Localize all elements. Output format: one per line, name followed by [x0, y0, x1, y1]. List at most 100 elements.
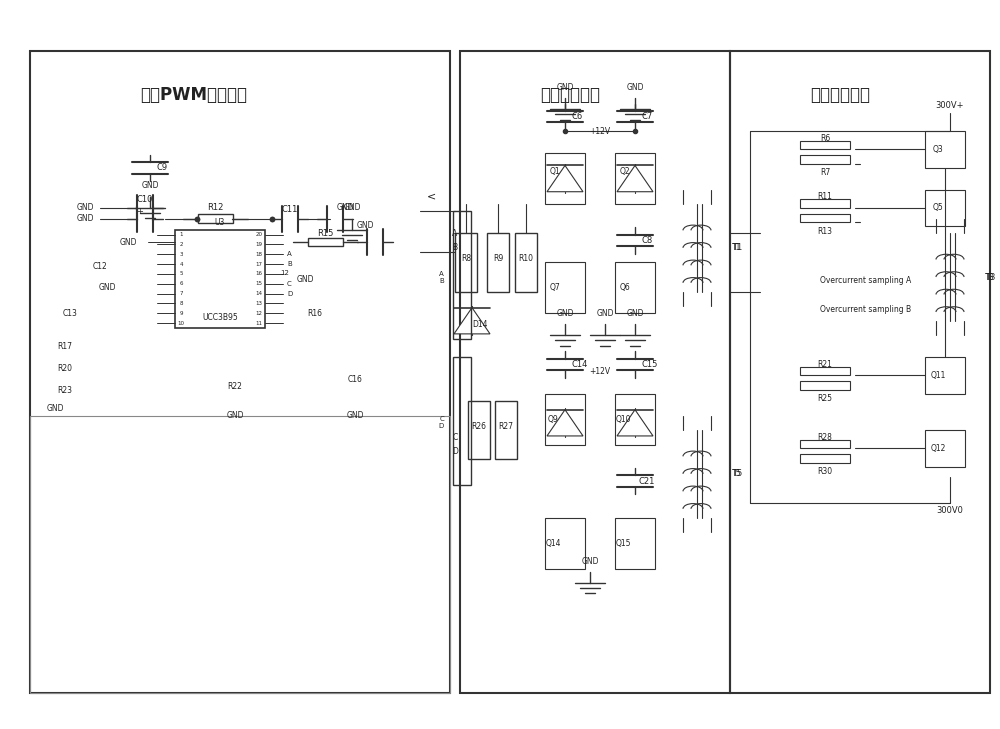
Bar [800, 214, 850, 222]
Text: R11: R11 [818, 192, 832, 201]
Polygon shape [617, 410, 653, 436]
Text: R17: R17 [58, 342, 72, 351]
Text: GND: GND [356, 222, 374, 230]
Text: 4: 4 [179, 262, 183, 267]
Text: R8: R8 [461, 254, 471, 263]
Text: R12: R12 [207, 203, 223, 212]
Text: 14: 14 [256, 291, 262, 296]
Text: GND: GND [626, 309, 644, 318]
Text: R9: R9 [493, 254, 503, 263]
Text: B: B [452, 243, 458, 252]
Bar [545, 153, 585, 204]
Text: 7: 7 [179, 291, 183, 296]
Text: Overcurrent sampling A: Overcurrent sampling A [820, 276, 911, 285]
Text: Q3: Q3 [933, 145, 943, 154]
Text: R16: R16 [308, 309, 322, 318]
Text: Q5: Q5 [933, 203, 943, 212]
Text: +12V: +12V [589, 127, 611, 136]
Text: Q1: Q1 [550, 167, 560, 176]
Bar [615, 394, 655, 445]
Text: 3: 3 [179, 252, 183, 257]
Text: C14: C14 [572, 360, 588, 369]
Text: D14: D14 [472, 320, 488, 329]
Bar [730, 51, 990, 693]
Text: GND: GND [98, 284, 116, 292]
Text: UCC3B95: UCC3B95 [202, 313, 238, 321]
Text: C16: C16 [348, 375, 362, 383]
Bar [615, 262, 655, 313]
Text: A
B: A B [439, 270, 444, 284]
Text: A: A [452, 229, 458, 238]
Bar [545, 262, 585, 313]
Text: 19: 19 [256, 242, 262, 247]
Text: R15: R15 [317, 229, 333, 238]
Text: GND: GND [76, 214, 94, 223]
Text: GND: GND [556, 83, 574, 92]
Bar [925, 190, 965, 226]
Text: 1: 1 [179, 232, 183, 237]
Text: R30: R30 [817, 467, 833, 476]
Text: C13: C13 [63, 309, 77, 318]
Text: Q12: Q12 [930, 444, 946, 453]
Bar [453, 357, 471, 485]
Bar [925, 357, 965, 394]
Bar [615, 153, 655, 204]
Bar [495, 401, 517, 459]
Text: GND: GND [343, 203, 361, 212]
Text: 12: 12 [281, 270, 289, 276]
Text: R20: R20 [58, 364, 72, 373]
Text: R23: R23 [58, 386, 72, 394]
Bar [175, 230, 265, 328]
Bar [925, 131, 965, 168]
Text: 8: 8 [179, 301, 183, 306]
Text: C6: C6 [571, 112, 583, 121]
Text: GND: GND [296, 275, 314, 284]
Text: C: C [452, 433, 458, 442]
Bar [800, 381, 850, 390]
Text: 15: 15 [256, 281, 262, 286]
Text: GND: GND [336, 203, 354, 212]
Bar [800, 155, 850, 164]
Text: GND: GND [581, 557, 599, 566]
Bar [800, 440, 850, 448]
Text: 移相PWM控制电路: 移相PWM控制电路 [140, 86, 247, 104]
Text: Q15: Q15 [615, 539, 631, 547]
Text: C9: C9 [156, 163, 168, 172]
Bar [800, 367, 850, 375]
Text: C10: C10 [137, 195, 153, 203]
Text: R25: R25 [818, 394, 832, 403]
Text: GND: GND [141, 182, 159, 190]
Text: R10: R10 [518, 254, 534, 263]
Text: C8: C8 [641, 236, 653, 245]
Polygon shape [617, 165, 653, 192]
Bar [308, 238, 342, 246]
Text: T1: T1 [732, 243, 742, 252]
Text: R27: R27 [498, 422, 514, 431]
Text: 12: 12 [256, 311, 262, 316]
Bar [198, 214, 232, 223]
Text: 5: 5 [179, 271, 183, 276]
Text: U3: U3 [215, 218, 225, 227]
Text: 17: 17 [256, 262, 262, 267]
Polygon shape [547, 165, 583, 192]
Text: Q10: Q10 [615, 415, 631, 424]
Text: GND: GND [556, 309, 574, 318]
Text: C12: C12 [93, 262, 107, 271]
Text: Q11: Q11 [930, 371, 946, 380]
Text: GND: GND [119, 238, 137, 246]
Text: 16: 16 [256, 271, 262, 276]
Text: +: + [137, 207, 143, 216]
Text: 20: 20 [256, 232, 262, 237]
Text: 13: 13 [256, 301, 262, 306]
Text: C7: C7 [641, 112, 653, 121]
Text: Overcurrent sampling B: Overcurrent sampling B [820, 305, 911, 314]
Text: R26: R26 [472, 422, 486, 431]
Text: Q2: Q2 [620, 167, 630, 176]
Text: T3: T3 [985, 273, 995, 281]
Text: Q14: Q14 [545, 539, 561, 547]
Text: GND: GND [596, 309, 614, 318]
Text: 耦合隔离电路: 耦合隔离电路 [540, 86, 600, 104]
Text: B: B [287, 261, 292, 267]
Text: 9: 9 [179, 311, 183, 316]
Text: A: A [287, 252, 292, 257]
